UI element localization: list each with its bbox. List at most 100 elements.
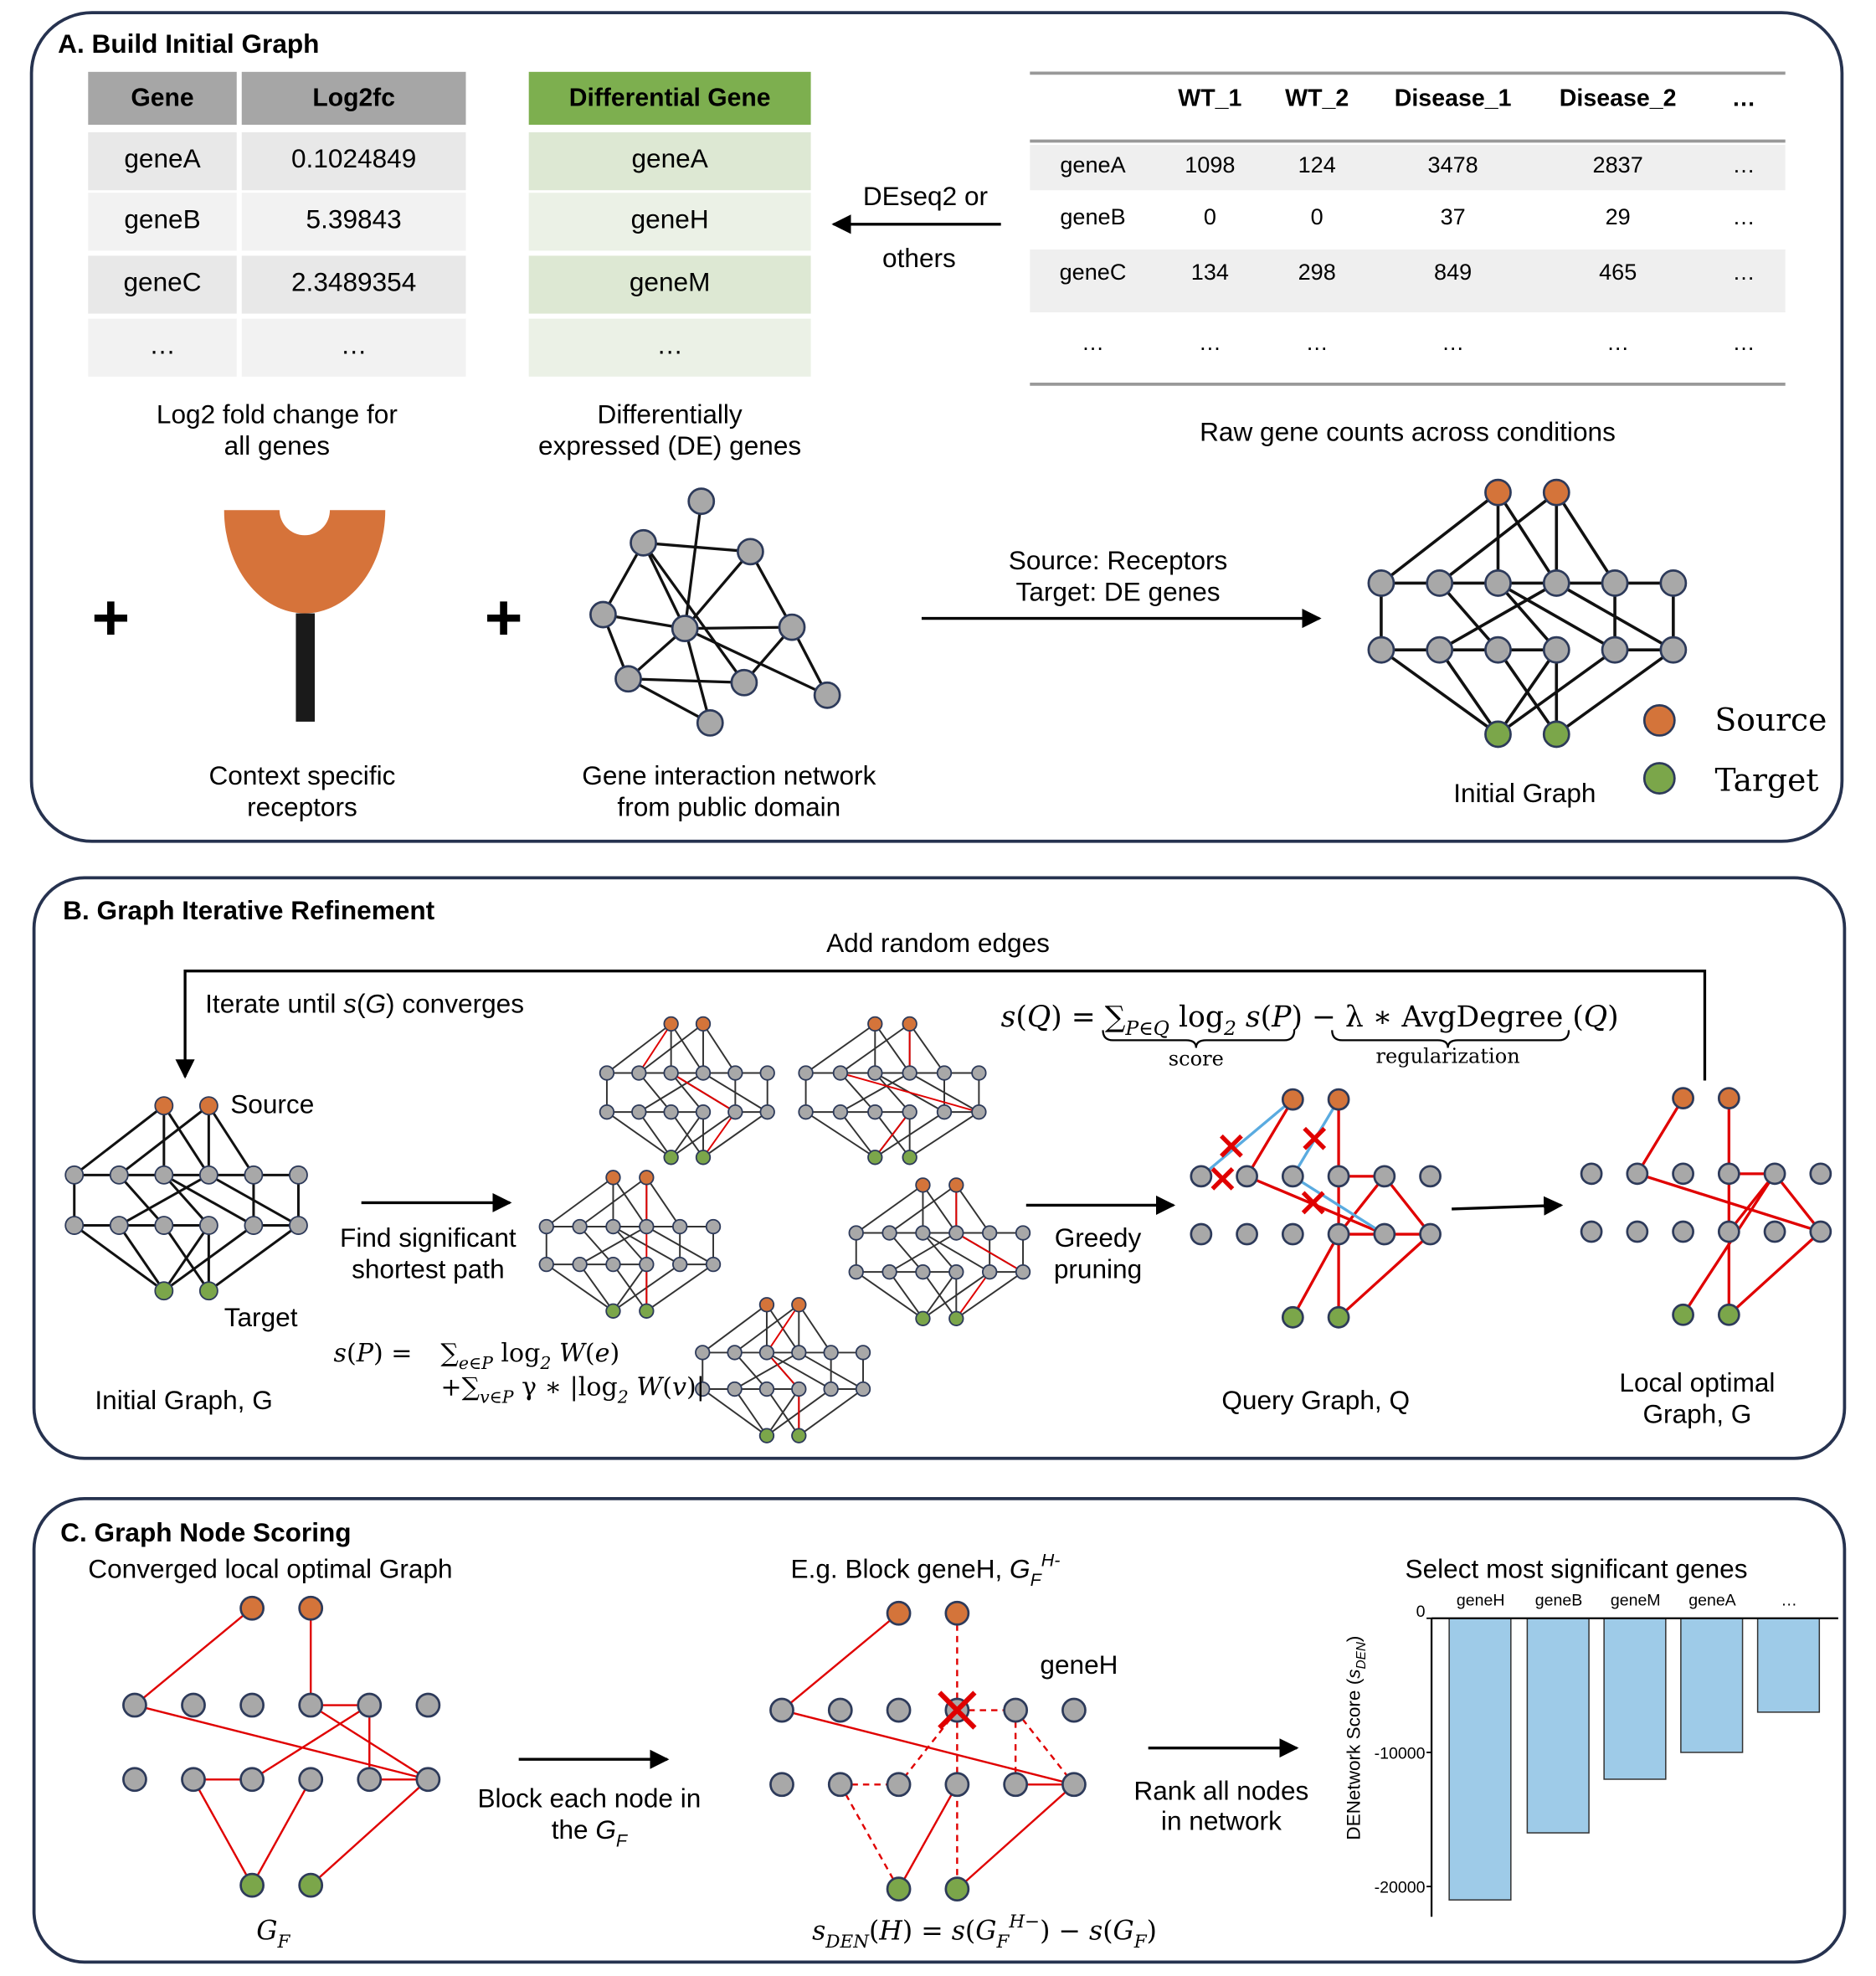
candidate-graph-node: [695, 1381, 711, 1397]
network-edge: [642, 542, 746, 684]
query-graph-node: [1281, 1305, 1304, 1329]
b-initial-graph-node: [244, 1165, 264, 1185]
formula-part: s: [343, 988, 357, 1018]
converged-graph-node: [122, 1692, 147, 1718]
candidate-graph-node: [605, 1256, 621, 1273]
formula-part: ) − λ ∗ AvgDegree (: [1291, 1001, 1583, 1034]
initial-graph-edge: [1438, 491, 1558, 584]
local-optimal-graph-node: [1717, 1303, 1740, 1326]
initial-graph-node: [1601, 636, 1629, 664]
panel-c-title: C. Graph Node Scoring: [60, 1517, 351, 1547]
query-graph-node: [1281, 1088, 1304, 1111]
refine-arrow: [1452, 1196, 1564, 1216]
counts-value: 0: [1311, 203, 1323, 229]
formula-part: DEN: [825, 1932, 870, 1953]
network-edge: [643, 541, 751, 553]
candidate-graph-edge: [670, 1072, 704, 1113]
counts-row-band: [1030, 145, 1786, 191]
formula-part: DEN: [1354, 1641, 1369, 1669]
converged-graph-edge: [251, 1704, 370, 1781]
candidate-graph-edge: [798, 1388, 864, 1437]
candidate-graph-node: [1015, 1263, 1031, 1280]
candidate-graph-node: [639, 1218, 655, 1235]
candidate-graph-node: [936, 1065, 953, 1081]
counts-value: 298: [1298, 259, 1336, 285]
fc-cell: [241, 255, 466, 314]
pruned-x-icon: [1301, 1191, 1325, 1215]
arrow-label: Target: DE genes: [1016, 577, 1221, 607]
fc-cell: [241, 318, 466, 377]
b-initial-graph-node: [64, 1165, 85, 1185]
b-initial-graph-edge: [162, 1224, 210, 1292]
local-optimal-graph-node: [1717, 1087, 1740, 1109]
candidate-graph-edge: [671, 1072, 736, 1113]
blocked-graph-node: [1061, 1772, 1087, 1798]
converged-graph-node: [239, 1692, 265, 1718]
candidate-graph-edge: [922, 1271, 958, 1320]
candidate-graph-edge: [612, 1263, 648, 1312]
candidate-graph-edge: [874, 1111, 945, 1159]
b-initial-graph-edge: [162, 1104, 210, 1176]
score-brace: [1102, 1030, 1296, 1048]
fc-value: 2.3489354: [291, 267, 416, 297]
counts-gene: geneA: [1060, 152, 1125, 178]
initial-graph-g-label: Initial Graph, G: [95, 1385, 272, 1415]
initial-graph-node: [1367, 636, 1395, 664]
b-initial-graph-node: [154, 1281, 174, 1301]
caption-receptors: receptors: [247, 792, 357, 822]
candidate-graph-node: [605, 1170, 621, 1186]
local-optimal-graph-edge: [1773, 1172, 1822, 1233]
formula-part: F: [1031, 1570, 1043, 1590]
candidate-graph-edge: [955, 1232, 1024, 1274]
initial-graph-edge: [1555, 491, 1616, 584]
candidate-graph-node: [599, 1104, 615, 1120]
plus-sign: +: [485, 580, 523, 654]
network-edge: [683, 501, 703, 629]
b-initial-graph-node: [244, 1216, 264, 1235]
converged-graph-node: [357, 1692, 383, 1718]
converged-graph-edge: [134, 1704, 429, 1781]
candidate-graph-edge: [702, 1111, 768, 1159]
query-graph-edge: [1200, 1098, 1294, 1178]
candidate-graph-edge: [766, 1304, 800, 1353]
blocked-graph-node: [827, 1697, 853, 1723]
caption-fc: Log2 fold change for: [157, 399, 398, 429]
formula-part: e: [595, 1339, 610, 1368]
converged-graph-node: [415, 1692, 441, 1718]
b-initial-graph-node: [198, 1216, 218, 1235]
formula-part: s: [1236, 1001, 1261, 1034]
converged-graph-node: [298, 1595, 324, 1621]
find-path-label: Find significant: [340, 1222, 517, 1253]
candidate-graph-edge: [606, 1023, 672, 1074]
blocked-graph-node: [886, 1772, 912, 1798]
formula-part: P: [1271, 1001, 1292, 1034]
converged-graph-node: [239, 1872, 265, 1898]
legend-source-icon: [1642, 703, 1676, 737]
blocked-graph-edge: [839, 1783, 900, 1890]
legend-target-icon: [1642, 762, 1676, 795]
counts-value: …: [1306, 329, 1329, 355]
blocked-graph-node: [886, 1697, 912, 1723]
candidate-graph-node: [798, 1065, 814, 1081]
b-initial-graph-node: [198, 1096, 218, 1116]
formula-part: 2: [539, 1353, 551, 1373]
candidate-graph-node: [705, 1256, 722, 1273]
converged-graph-node: [239, 1767, 265, 1793]
query-graph-edge: [1337, 1175, 1386, 1236]
formula-part: G: [1010, 1554, 1031, 1584]
b-initial-graph-edge: [208, 1104, 255, 1176]
caption-receptors: Context specific: [209, 760, 396, 790]
blocked-graph-edge: [897, 1783, 959, 1890]
candidate-graph-node: [663, 1104, 679, 1120]
geneh-label: geneH: [1040, 1649, 1118, 1680]
counts-value: …: [1199, 329, 1221, 355]
formula-part: ): [1343, 1636, 1364, 1643]
local-optimal-graph-node: [1763, 1162, 1786, 1186]
sp-formula: s(P) =: [334, 1339, 413, 1368]
network-edge: [683, 628, 712, 723]
candidate-graph-node: [758, 1297, 775, 1313]
candidate-graph-node: [902, 1104, 917, 1120]
candidate-graph-node: [631, 1065, 647, 1081]
candidate-graph-node: [881, 1225, 897, 1241]
sp-formula: +∑v∈P γ ∗ |log2 W(v)|: [440, 1373, 704, 1407]
